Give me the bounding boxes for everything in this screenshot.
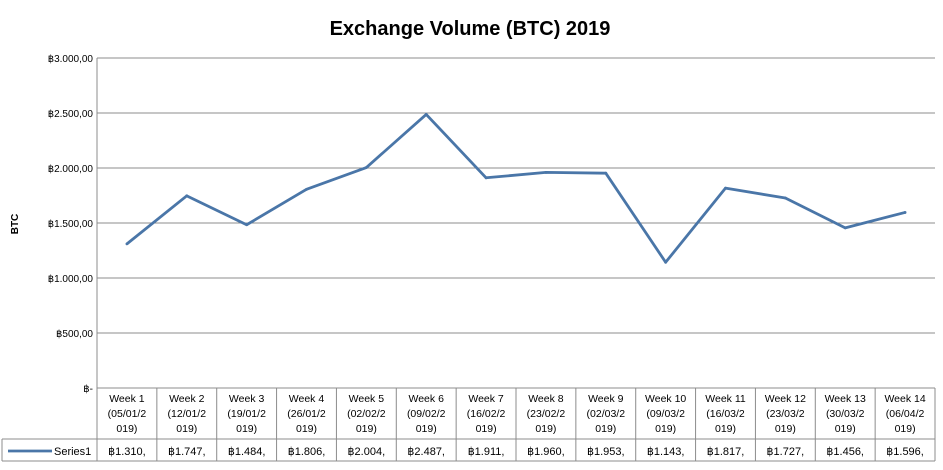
category-label: (16/03/2 bbox=[706, 408, 745, 420]
y-tick-label: ฿3.000,00 bbox=[48, 54, 94, 65]
category-label: Week 13 bbox=[825, 393, 866, 405]
chart-title: Exchange Volume (BTC) 2019 bbox=[330, 18, 611, 40]
table-value: ฿2.004, bbox=[348, 446, 386, 458]
legend-label: Series1 bbox=[54, 446, 91, 458]
table-value: ฿1.817, bbox=[707, 446, 745, 458]
series-line bbox=[126, 113, 906, 264]
category-label: 019) bbox=[835, 423, 856, 435]
category-label: 019) bbox=[535, 423, 556, 435]
category-label: (05/01/2 bbox=[108, 408, 147, 420]
table-value: ฿1.596, bbox=[886, 446, 924, 458]
category-label: (19/01/2 bbox=[227, 408, 266, 420]
data-point bbox=[544, 171, 548, 174]
category-label: Week 10 bbox=[645, 393, 686, 405]
table-value: ฿1.143, bbox=[647, 446, 685, 458]
table-value: ฿1.953, bbox=[587, 446, 625, 458]
category-label: 019) bbox=[176, 423, 197, 435]
category-label: 019) bbox=[296, 423, 317, 435]
category-label: 019) bbox=[356, 423, 377, 435]
data-point bbox=[664, 260, 668, 264]
data-point bbox=[305, 187, 308, 191]
series-lines bbox=[125, 113, 907, 264]
category-label: (16/02/2 bbox=[467, 408, 506, 420]
table-value: ฿1.456, bbox=[826, 446, 864, 458]
data-point bbox=[903, 211, 907, 214]
category-label: 019) bbox=[476, 423, 497, 435]
table-value: ฿2.487, bbox=[407, 446, 445, 458]
table-value: ฿1.484, bbox=[228, 446, 266, 458]
category-label: (02/03/2 bbox=[587, 408, 626, 420]
y-tick-label: ฿2.500,00 bbox=[48, 109, 94, 120]
category-label: Week 14 bbox=[884, 393, 925, 405]
table-value: ฿1.806, bbox=[288, 446, 326, 458]
category-label: Week 12 bbox=[765, 393, 806, 405]
category-label: 019) bbox=[715, 423, 736, 435]
y-tick-label: ฿1.000,00 bbox=[48, 274, 94, 285]
category-label: (09/02/2 bbox=[407, 408, 446, 420]
category-label: (12/01/2 bbox=[168, 408, 207, 420]
data-point bbox=[724, 186, 727, 190]
category-label: 019) bbox=[236, 423, 257, 435]
category-label: Week 4 bbox=[289, 393, 325, 405]
category-label: (23/03/2 bbox=[766, 408, 805, 420]
category-label: Week 8 bbox=[528, 393, 564, 405]
data-point bbox=[125, 242, 129, 246]
y-axis-label: BTC bbox=[10, 214, 21, 235]
category-label: (02/02/2 bbox=[347, 408, 386, 420]
table-value: ฿1.727, bbox=[767, 446, 805, 458]
data-point bbox=[364, 166, 368, 169]
y-tick-labels: ฿- ฿500,00 ฿1.000,00 ฿1.500,00 ฿2.000,00 ฿2.5… bbox=[48, 54, 94, 395]
table-value: ฿1.960, bbox=[527, 446, 565, 458]
category-label: Week 1 bbox=[109, 393, 145, 405]
category-label: Week 9 bbox=[588, 393, 624, 405]
category-label: (23/02/2 bbox=[527, 408, 566, 420]
category-label: Week 6 bbox=[409, 393, 445, 405]
category-label: 019) bbox=[895, 423, 916, 435]
category-label: 019) bbox=[595, 423, 616, 435]
table-value: ฿1.747, bbox=[168, 446, 206, 458]
category-label: 019) bbox=[416, 423, 437, 435]
data-point bbox=[783, 196, 787, 200]
category-label: Week 7 bbox=[468, 393, 504, 405]
data-point bbox=[843, 226, 847, 230]
category-label: Week 2 bbox=[169, 393, 205, 405]
data-point bbox=[604, 171, 608, 175]
category-label: (26/01/2 bbox=[287, 408, 326, 420]
category-label: 019) bbox=[655, 423, 676, 435]
data-point bbox=[185, 194, 189, 198]
y-tick-label: ฿1.500,00 bbox=[48, 219, 94, 230]
category-label: 019) bbox=[775, 423, 796, 435]
category-label: (30/03/2 bbox=[826, 408, 865, 420]
data-point bbox=[484, 176, 488, 180]
data-point bbox=[245, 223, 249, 227]
data-point bbox=[424, 113, 428, 116]
category-label: (09/03/2 bbox=[646, 408, 685, 420]
y-tick-label: ฿500,00 bbox=[56, 329, 93, 340]
y-tick-label: ฿2.000,00 bbox=[48, 164, 94, 175]
table-value: ฿1.911, bbox=[468, 446, 505, 458]
gridlines bbox=[96, 57, 935, 388]
category-label: (06/04/2 bbox=[886, 408, 925, 420]
y-tick-label: ฿- bbox=[83, 384, 93, 395]
category-label: Week 5 bbox=[349, 393, 385, 405]
category-label: Week 11 bbox=[705, 393, 746, 405]
data-table: Week 1 (05/01/2 019) Week 2 (12/01/2 019) Week… bbox=[1, 387, 936, 462]
category-label: 019) bbox=[116, 423, 137, 435]
category-label: Week 3 bbox=[229, 393, 265, 405]
table-value: ฿1.310, bbox=[108, 446, 146, 458]
